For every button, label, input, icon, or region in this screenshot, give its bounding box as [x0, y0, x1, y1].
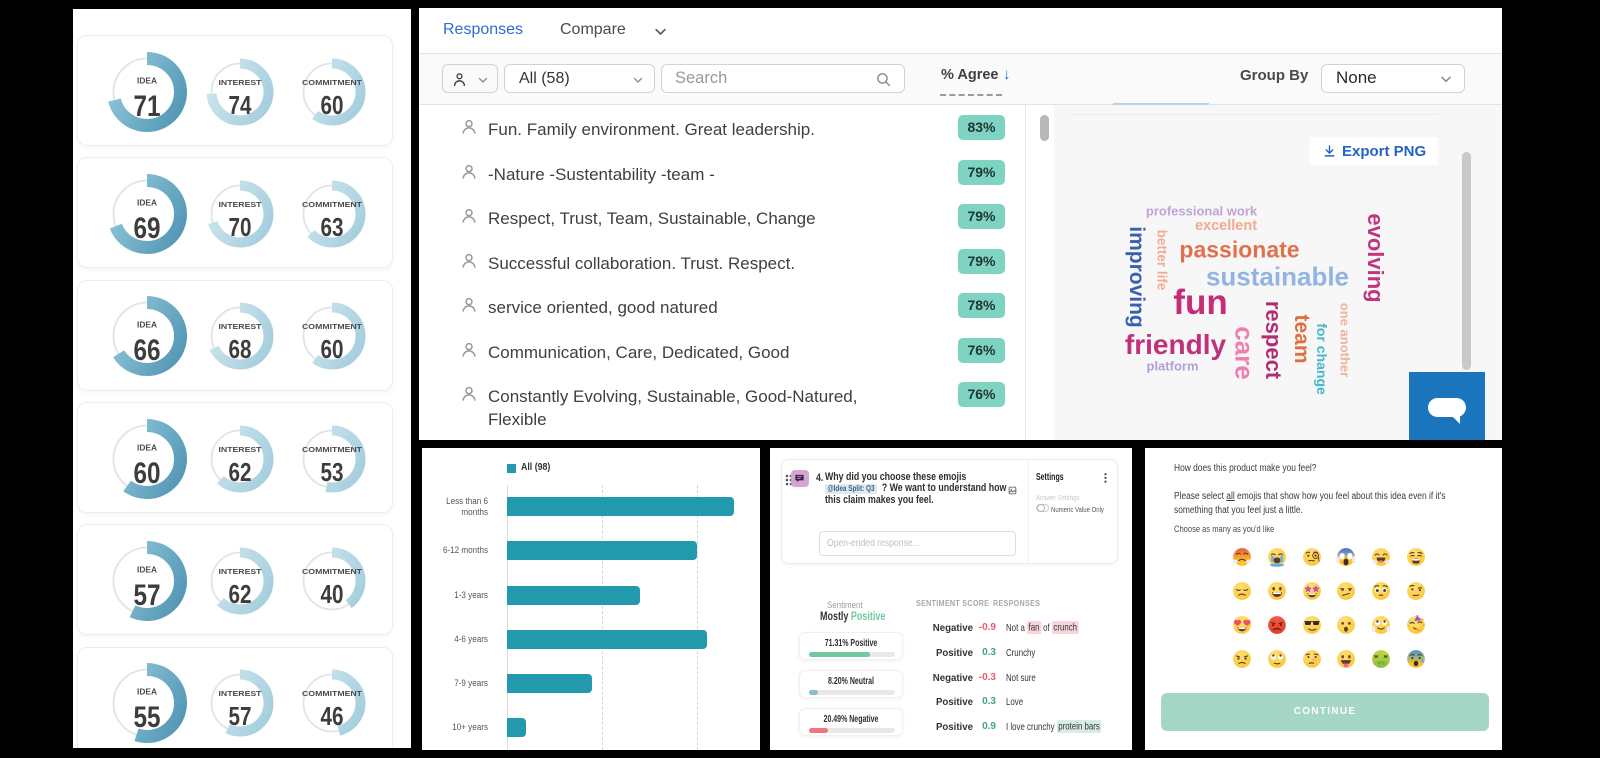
svg-text:60: 60 [321, 92, 344, 120]
svg-text:IDEA: IDEA [137, 198, 157, 207]
svg-text:IDEA: IDEA [137, 321, 157, 330]
svg-text:INTEREST: INTEREST [219, 447, 263, 454]
svg-text:71: 71 [133, 90, 160, 123]
svg-text:55: 55 [133, 701, 160, 734]
svg-text:68: 68 [229, 336, 252, 364]
svg-text:57: 57 [229, 703, 252, 731]
svg-text:57: 57 [133, 579, 160, 612]
svg-text:69: 69 [133, 212, 160, 245]
svg-text:INTEREST: INTEREST [219, 80, 263, 87]
svg-text:COMMITMENT: COMMITMENT [302, 447, 363, 454]
svg-text:40: 40 [321, 581, 344, 609]
svg-text:IDEA: IDEA [137, 76, 157, 85]
svg-text:COMMITMENT: COMMITMENT [302, 80, 363, 87]
svg-text:COMMITMENT: COMMITMENT [302, 691, 363, 698]
svg-text:INTEREST: INTEREST [219, 691, 263, 698]
svg-text:INTEREST: INTEREST [219, 324, 263, 331]
svg-text:INTEREST: INTEREST [219, 202, 263, 209]
svg-text:COMMITMENT: COMMITMENT [302, 324, 363, 331]
svg-text:60: 60 [321, 336, 344, 364]
svg-text:IDEA: IDEA [137, 688, 157, 697]
svg-text:COMMITMENT: COMMITMENT [302, 202, 363, 209]
svg-text:66: 66 [133, 334, 160, 367]
svg-text:74: 74 [229, 92, 253, 120]
svg-text:62: 62 [229, 459, 252, 487]
svg-text:53: 53 [321, 459, 344, 487]
svg-text:62: 62 [229, 581, 252, 609]
svg-text:46: 46 [321, 703, 344, 731]
svg-text:IDEA: IDEA [137, 443, 157, 452]
svg-text:60: 60 [133, 457, 160, 490]
svg-text:63: 63 [321, 214, 344, 242]
svg-text:COMMITMENT: COMMITMENT [302, 569, 363, 576]
svg-text:IDEA: IDEA [137, 565, 157, 574]
svg-text:70: 70 [229, 214, 252, 242]
svg-text:INTEREST: INTEREST [219, 569, 263, 576]
